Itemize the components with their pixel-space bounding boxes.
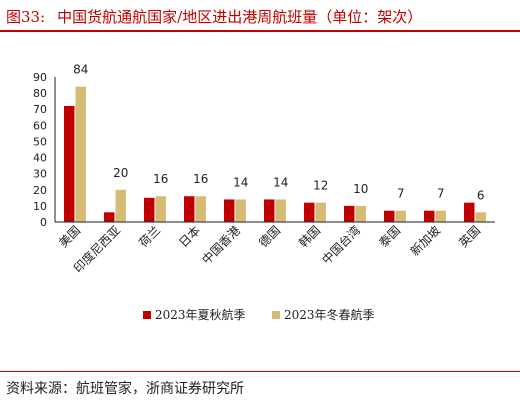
data-label: 14 <box>273 175 288 189</box>
bar-winter-spring <box>115 189 126 222</box>
y-axis: 0 10 20 30 40 50 60 70 80 90 <box>33 71 56 229</box>
bars <box>64 86 486 223</box>
bar-winter-spring <box>155 196 166 222</box>
bar-winter-spring <box>315 202 326 222</box>
data-label: 12 <box>313 179 328 193</box>
x-tick-label: 荷兰 <box>136 223 163 250</box>
legend: 2023年夏秋航季 2023年冬春航季 <box>143 307 375 322</box>
x-tick-label: 中国台湾 <box>319 223 364 268</box>
bar-winter-spring <box>75 86 86 223</box>
bar-summer-autumn <box>304 202 315 222</box>
figure-number: 图33: <box>6 8 46 26</box>
source-note: 资料来源：航班管家，浙商证券研究所 <box>6 381 244 397</box>
bar-summer-autumn <box>224 199 235 222</box>
x-tick-label: 韩国 <box>296 223 324 251</box>
bar-winter-spring <box>475 212 486 222</box>
data-label: 16 <box>153 172 168 186</box>
bar-winter-spring <box>275 199 286 222</box>
bar-summer-autumn <box>144 197 155 222</box>
title-rule <box>0 30 520 32</box>
x-tick-label: 英国 <box>456 223 483 250</box>
data-label: 10 <box>353 182 368 196</box>
data-label: 6 <box>477 188 485 202</box>
y-tick-label: 30 <box>33 168 47 181</box>
data-label: 20 <box>113 166 128 180</box>
y-tick-label: 20 <box>33 184 47 197</box>
y-tick-label: 0 <box>40 216 47 229</box>
bar-summer-autumn <box>344 205 355 222</box>
bar-summer-autumn <box>424 210 435 222</box>
bar-summer-autumn <box>264 199 275 222</box>
data-label: 7 <box>437 187 445 201</box>
y-tick-label: 10 <box>33 200 47 213</box>
bar-winter-spring <box>195 196 206 222</box>
x-tick-label: 中国香港 <box>199 223 244 268</box>
bar-winter-spring <box>235 199 246 222</box>
chart-title: 图33: 中国货航通航国家/地区进出港周航班量（单位：架次） <box>6 6 422 27</box>
x-tick-label: 美国 <box>56 223 83 250</box>
y-tick-label: 40 <box>33 152 47 165</box>
y-tick-label: 60 <box>33 119 47 132</box>
legend-swatch <box>143 311 151 319</box>
bar-winter-spring <box>355 205 366 222</box>
figure-title-text: 中国货航通航国家/地区进出港周航班量（单位：架次） <box>57 8 423 26</box>
data-label: 7 <box>397 187 405 201</box>
bar-summer-autumn <box>104 212 115 222</box>
y-tick-label: 50 <box>33 135 47 148</box>
y-tick-label: 70 <box>33 103 47 116</box>
x-tick-label: 德国 <box>256 223 284 251</box>
bar-summer-autumn <box>184 196 195 222</box>
data-label: 14 <box>233 175 248 189</box>
bar-winter-spring <box>395 210 406 222</box>
y-tick-label: 80 <box>33 87 47 100</box>
data-labels: 84 20 16 16 14 14 12 10 7 7 6 <box>73 63 484 203</box>
legend-label: 2023年冬春航季 <box>284 307 375 322</box>
x-tick-label: 日本 <box>176 223 203 250</box>
data-label: 16 <box>193 172 208 186</box>
bar-summer-autumn <box>384 210 395 222</box>
bar-summer-autumn <box>464 202 475 222</box>
legend-swatch <box>272 311 280 319</box>
legend-label: 2023年夏秋航季 <box>155 307 246 322</box>
data-label: 84 <box>73 63 88 77</box>
x-tick-label: 泰国 <box>376 223 403 250</box>
footer-rule <box>0 371 520 372</box>
x-tick-label: 新加坡 <box>407 223 443 259</box>
bar-summer-autumn <box>64 106 75 222</box>
y-tick-label: 90 <box>33 71 47 84</box>
bar-winter-spring <box>435 210 446 222</box>
